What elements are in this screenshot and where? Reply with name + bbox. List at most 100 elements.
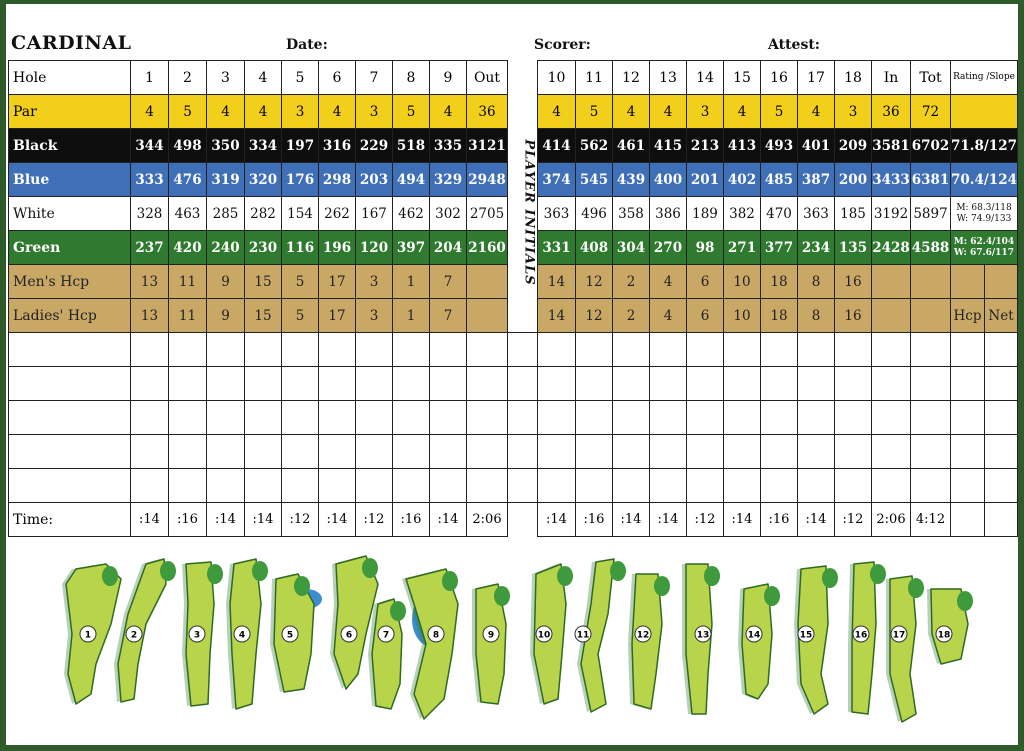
out-score-cell[interactable] [466, 400, 508, 435]
net-cell[interactable] [984, 434, 1018, 469]
score-cell[interactable] [537, 400, 576, 435]
score-cell[interactable] [392, 468, 430, 503]
score-cell[interactable] [575, 400, 613, 435]
score-cell[interactable] [429, 332, 467, 367]
score-cell[interactable] [760, 434, 798, 469]
hcp-cell[interactable] [949, 366, 986, 401]
score-cell[interactable] [760, 400, 798, 435]
score-cell[interactable] [281, 468, 319, 503]
score-cell[interactable] [575, 468, 613, 503]
score-cell[interactable] [649, 366, 687, 401]
score-cell[interactable] [797, 332, 835, 367]
score-cell[interactable] [244, 468, 282, 503]
in-score-cell[interactable] [871, 366, 911, 401]
out-score-cell[interactable] [466, 366, 508, 401]
score-cell[interactable] [318, 366, 356, 401]
score-cell[interactable] [168, 366, 207, 401]
score-cell[interactable] [834, 400, 872, 435]
out-score-cell[interactable] [466, 332, 508, 367]
score-cell[interactable] [429, 468, 467, 503]
score-cell[interactable] [686, 366, 724, 401]
score-cell[interactable] [834, 366, 872, 401]
score-cell[interactable] [612, 366, 650, 401]
score-cell[interactable] [537, 468, 576, 503]
score-cell[interactable] [130, 366, 169, 401]
hcp-cell[interactable] [949, 468, 986, 503]
score-cell[interactable] [834, 434, 872, 469]
score-cell[interactable] [130, 400, 169, 435]
score-cell[interactable] [686, 400, 724, 435]
score-cell[interactable] [244, 400, 282, 435]
score-cell[interactable] [686, 434, 724, 469]
initials-cell[interactable] [507, 366, 538, 401]
initials-cell[interactable] [507, 400, 538, 435]
score-cell[interactable] [168, 468, 207, 503]
score-cell[interactable] [206, 434, 245, 469]
score-cell[interactable] [612, 468, 650, 503]
score-cell[interactable] [392, 366, 430, 401]
score-cell[interactable] [355, 434, 393, 469]
in-score-cell[interactable] [871, 434, 911, 469]
score-cell[interactable] [649, 434, 687, 469]
score-cell[interactable] [686, 332, 724, 367]
score-cell[interactable] [168, 332, 207, 367]
score-cell[interactable] [244, 366, 282, 401]
player-name-cell[interactable] [8, 400, 131, 435]
tot-score-cell[interactable] [910, 468, 951, 503]
score-cell[interactable] [429, 366, 467, 401]
score-cell[interactable] [537, 366, 576, 401]
score-cell[interactable] [612, 332, 650, 367]
score-cell[interactable] [797, 434, 835, 469]
in-score-cell[interactable] [871, 468, 911, 503]
score-cell[interactable] [612, 434, 650, 469]
score-cell[interactable] [281, 332, 319, 367]
score-cell[interactable] [281, 400, 319, 435]
score-cell[interactable] [206, 332, 245, 367]
score-cell[interactable] [760, 366, 798, 401]
score-cell[interactable] [612, 400, 650, 435]
score-cell[interactable] [537, 332, 576, 367]
score-cell[interactable] [392, 400, 430, 435]
score-cell[interactable] [244, 332, 282, 367]
score-cell[interactable] [760, 468, 798, 503]
score-cell[interactable] [723, 468, 761, 503]
score-cell[interactable] [281, 366, 319, 401]
score-cell[interactable] [168, 434, 207, 469]
score-cell[interactable] [723, 332, 761, 367]
hcp-cell[interactable] [949, 332, 986, 367]
score-cell[interactable] [168, 400, 207, 435]
initials-cell[interactable] [507, 332, 538, 367]
tot-score-cell[interactable] [910, 434, 951, 469]
score-cell[interactable] [318, 332, 356, 367]
score-cell[interactable] [649, 468, 687, 503]
net-cell[interactable] [984, 366, 1018, 401]
score-cell[interactable] [206, 468, 245, 503]
score-cell[interactable] [834, 332, 872, 367]
score-cell[interactable] [834, 468, 872, 503]
score-cell[interactable] [649, 332, 687, 367]
tot-score-cell[interactable] [910, 332, 951, 367]
player-name-cell[interactable] [8, 434, 131, 469]
score-cell[interactable] [318, 400, 356, 435]
hcp-cell[interactable] [949, 434, 986, 469]
initials-cell[interactable] [507, 434, 538, 469]
score-cell[interactable] [797, 468, 835, 503]
score-cell[interactable] [723, 434, 761, 469]
score-cell[interactable] [392, 332, 430, 367]
score-cell[interactable] [281, 434, 319, 469]
hcp-cell[interactable] [949, 400, 986, 435]
score-cell[interactable] [575, 332, 613, 367]
score-cell[interactable] [537, 434, 576, 469]
score-cell[interactable] [797, 366, 835, 401]
score-cell[interactable] [429, 434, 467, 469]
score-cell[interactable] [575, 366, 613, 401]
score-cell[interactable] [392, 434, 430, 469]
score-cell[interactable] [355, 468, 393, 503]
score-cell[interactable] [575, 434, 613, 469]
score-cell[interactable] [355, 400, 393, 435]
score-cell[interactable] [686, 468, 724, 503]
out-score-cell[interactable] [466, 434, 508, 469]
tot-score-cell[interactable] [910, 400, 951, 435]
score-cell[interactable] [429, 400, 467, 435]
net-cell[interactable] [984, 400, 1018, 435]
